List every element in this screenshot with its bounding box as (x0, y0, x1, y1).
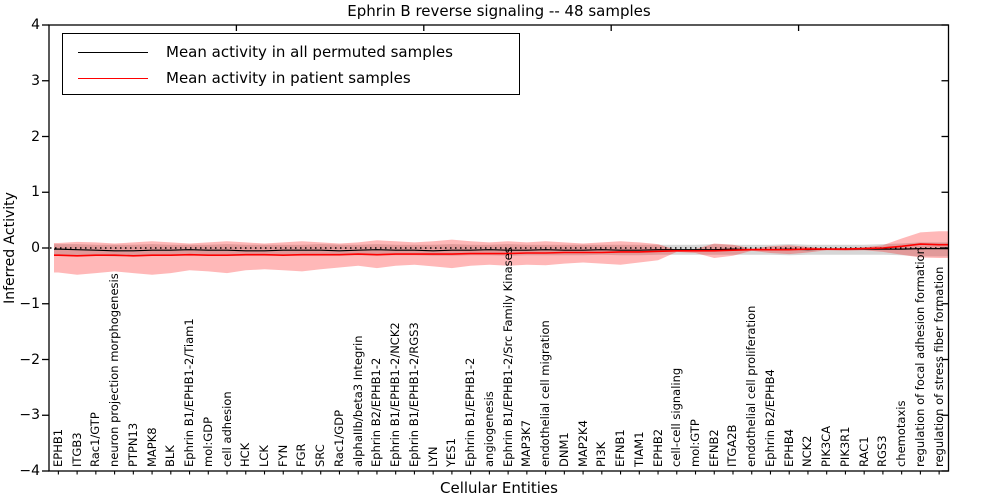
x-tick-label: LYN (425, 446, 440, 467)
legend-item: Mean activity in all permuted samples (63, 39, 519, 65)
legend-item: Mean activity in patient samples (63, 65, 519, 91)
x-tick-label: angiogenesis (481, 391, 496, 467)
x-tick-label: Ephrin B1/EPHB1-2/Tiam1 (182, 318, 197, 467)
x-tick-label: EPHB1 (50, 428, 65, 467)
x-tick-label: MAP2K4 (575, 420, 590, 467)
x-tick-label: RGS3 (875, 435, 890, 467)
x-tick-label: Ephrin B2/EPHB1-2 (369, 357, 384, 467)
x-tick-label: cell-cell signaling (669, 367, 684, 467)
x-tick-label: Ephrin B1/EPHB1-2 (463, 357, 478, 467)
x-tick-label: Ephrin B2/EPHB4 (762, 369, 777, 467)
x-tick-label: FGR (294, 443, 309, 467)
x-tick-label: ITGB3 (69, 432, 84, 467)
y-tick-label: 4 (31, 17, 40, 33)
series-line-patient (54, 243, 949, 257)
x-tick-label: NCK2 (800, 435, 815, 468)
x-tick-label: Rac1/GDP (331, 409, 346, 467)
x-tick-label: EPHB4 (781, 428, 796, 467)
x-tick-label: endothelial cell migration (538, 320, 553, 467)
x-tick-label: YES1 (444, 438, 459, 467)
x-tick-label: HCK (238, 442, 253, 467)
x-tick-label: Rac1/GTP (88, 412, 103, 467)
x-tick-label: TIAM1 (631, 431, 646, 467)
y-tick-label: 2 (31, 128, 40, 145)
x-tick-label: EFNB2 (706, 429, 721, 467)
x-tick-label: DNM1 (556, 432, 571, 467)
y-tick-label: 0 (31, 240, 40, 256)
x-tick-label: Ephrin B1/EPHB1-2/NCK2 (388, 322, 403, 467)
legend-label-patient: Mean activity in patient samples (166, 69, 411, 87)
x-tick-label: cell adhesion (219, 391, 234, 467)
x-tick-label: PI3K (594, 441, 609, 467)
x-tick-label: endothelial cell proliferation (744, 305, 759, 467)
legend-label-permuted: Mean activity in all permuted samples (166, 43, 453, 61)
y-tick-label: −2 (19, 351, 40, 368)
x-tick-label: mol:GTP (688, 419, 703, 467)
x-tick-label: SRC (313, 444, 328, 467)
x-tick-label: MAP3K7 (519, 420, 534, 467)
x-tick-label: regulation of focal adhesion formation (912, 247, 927, 467)
y-tick-label: −3 (19, 407, 40, 424)
x-tick-label: Ephrin B1/EPHB1-2/RGS3 (406, 322, 421, 467)
y-tick-label: −4 (19, 463, 40, 479)
x-tick-label: EFNB1 (613, 429, 628, 467)
legend-line-patient (78, 77, 148, 79)
x-tick-label: PIK3CA (819, 425, 834, 467)
band-permuted-samples-spread (54, 242, 949, 257)
x-tick-label: PTPN13 (125, 422, 140, 467)
x-tick-label: alphaIIb/beta3 Integrin (350, 335, 365, 467)
legend-line-permuted (78, 51, 148, 53)
x-tick-label: ITGA2B (725, 424, 740, 467)
x-tick-label: BLK (163, 445, 178, 467)
x-tick-label: LCK (257, 445, 271, 467)
x-tick-label: RAC1 (856, 436, 871, 467)
x-tick-label: FYN (275, 444, 290, 467)
x-tick-label: MAPK8 (144, 427, 159, 467)
y-tick-label: −1 (19, 295, 40, 312)
legend: Mean activity in all permuted samples Me… (62, 33, 520, 95)
y-tick-label: 1 (31, 184, 40, 201)
x-tick-label: PIK3R1 (837, 426, 852, 468)
y-tick-label: 3 (31, 72, 40, 89)
chart-title: Ephrin B reverse signaling -- 48 samples (347, 2, 651, 20)
x-axis-label: Cellular Entities (440, 479, 558, 497)
x-tick-label: Ephrin B1/EPHB1-2/Src Family Kinases (500, 247, 515, 467)
x-tick-label: chemotaxis (894, 400, 909, 467)
x-tick-label: regulation of stress fiber formation (931, 266, 946, 467)
x-tick-label: mol:GDP (200, 416, 215, 467)
x-tick-label: neuron projection morphogenesis (107, 273, 122, 467)
x-tick-label: EPHB2 (650, 428, 665, 467)
